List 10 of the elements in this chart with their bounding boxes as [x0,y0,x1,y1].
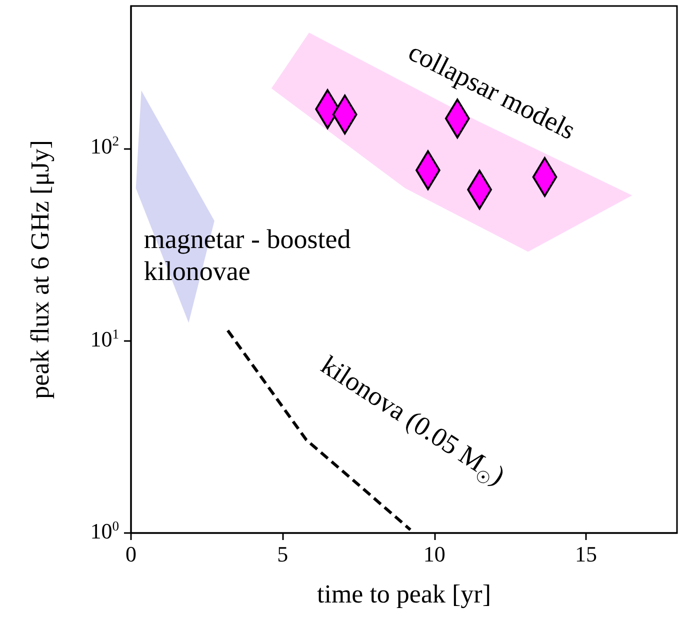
y-tick-label: 10$^{2}$ [90,134,119,160]
x-axis-title: time to peak [yr] [317,580,491,608]
y-axis-title: peak flux at 6 GHz [μJy] [26,140,54,399]
series-label: magnetar - boosted kilonovae [144,222,351,288]
y-tick-label: 10$^{1}$ [90,326,119,353]
x-tick-label: 5 [277,542,288,566]
y-tick-label: 10$^{0}$ [90,518,119,546]
x-tick-label: 10 [423,542,446,566]
x-tick-label: 15 [575,542,597,566]
x-tick-label: 0 [126,542,136,566]
